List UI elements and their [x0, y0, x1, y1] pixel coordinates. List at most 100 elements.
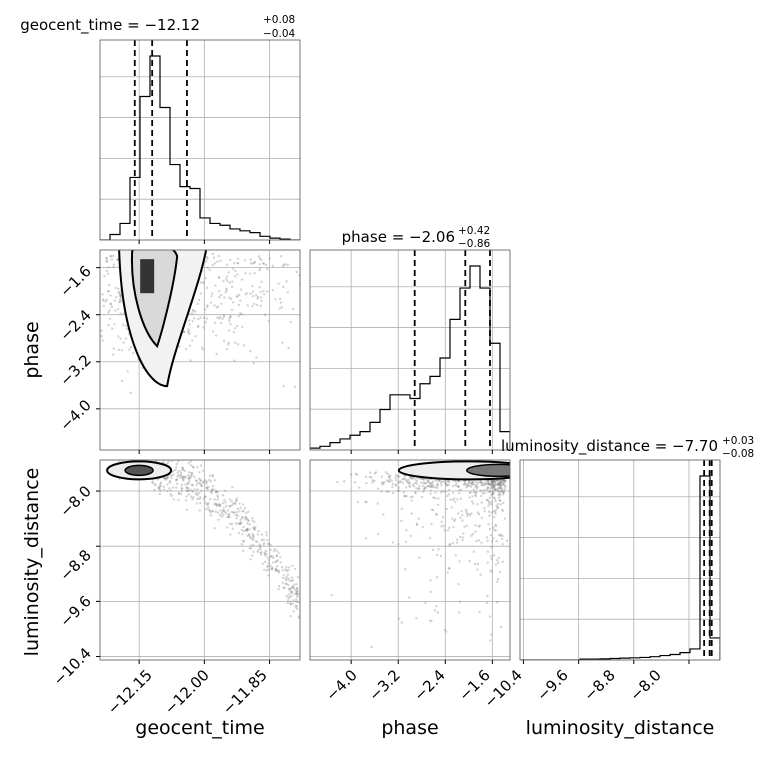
xlabel-phase: phase [381, 717, 438, 739]
sample-point [295, 587, 299, 590]
sample-point [436, 611, 440, 614]
sample-point [293, 567, 297, 571]
title-geocent-time-plus: +0.08 [263, 14, 295, 26]
sample-point [296, 595, 299, 599]
sample-point [184, 475, 187, 478]
sample-point [106, 272, 110, 276]
sample-point [191, 320, 194, 323]
sample-point [169, 489, 173, 492]
sample-point [119, 295, 122, 298]
sample-point [241, 325, 244, 329]
sample-point [254, 294, 258, 297]
sample-point [415, 482, 418, 485]
tick-label-ld-y-3: −10.4 [50, 644, 95, 689]
sample-point [293, 588, 297, 591]
sample-point [243, 259, 247, 262]
sample-point [418, 556, 421, 559]
sample-point [184, 499, 188, 502]
sample-point [266, 564, 269, 568]
sample-point [385, 490, 388, 493]
sample-point [499, 486, 502, 490]
sample-point [179, 473, 182, 476]
sample-point [131, 352, 135, 355]
sample-point [199, 501, 202, 505]
sample-point [253, 302, 256, 306]
sample-point [210, 491, 213, 495]
sample-point [164, 477, 167, 480]
sample-point [246, 304, 249, 307]
sample-point [412, 485, 416, 488]
sample-point [461, 536, 465, 539]
sample-point [388, 480, 391, 484]
sample-point [181, 476, 185, 479]
sample-point [285, 565, 288, 569]
sample-point [494, 499, 497, 503]
sample-point [429, 492, 432, 496]
sample-point [424, 485, 427, 489]
sample-point [447, 526, 451, 530]
sample-point [441, 516, 445, 519]
sample-point [451, 498, 455, 502]
sample-point [168, 480, 172, 483]
sample-point [258, 546, 262, 549]
sample-point [232, 502, 235, 505]
sample-point [277, 585, 281, 588]
sample-point [234, 275, 237, 278]
sample-point [282, 264, 285, 268]
sample-point [118, 298, 122, 301]
sample-point [424, 601, 427, 605]
sample-point [158, 488, 161, 491]
sample-point [424, 481, 428, 485]
sample-point [216, 260, 219, 263]
sample-point [481, 481, 484, 485]
sample-point [117, 290, 121, 294]
sample-point [256, 550, 259, 553]
sample-point [303, 304, 305, 306]
sample-point [497, 496, 501, 499]
sample-point [213, 527, 216, 530]
sample-point [358, 486, 361, 489]
sample-point [119, 337, 122, 340]
sample-point [483, 509, 486, 513]
sample-point [428, 536, 432, 540]
sample-point [412, 476, 415, 480]
sample-point [245, 292, 249, 295]
tick-label-phase-y-3: −4.0 [56, 396, 94, 434]
sample-point [279, 255, 283, 258]
panel-frame [99, 249, 301, 451]
sample-point [494, 510, 497, 513]
title-luminosity-distance: luminosity_distance = −7.70 [501, 437, 718, 456]
sample-point [110, 305, 114, 309]
sample-point [434, 491, 437, 494]
sample-point [495, 488, 499, 492]
sample-point [292, 586, 295, 589]
sample-point [163, 488, 166, 492]
sample-point [95, 262, 97, 264]
sample-point [434, 513, 438, 517]
sample-point [278, 307, 281, 310]
sample-point [193, 475, 196, 479]
sample-point [254, 539, 257, 543]
sample-point [286, 263, 289, 266]
sample-point [246, 522, 249, 525]
sample-point [241, 533, 244, 536]
sample-point [434, 479, 438, 482]
sample-point [112, 347, 116, 350]
sample-point [483, 491, 486, 495]
sample-point [233, 359, 236, 362]
sample-point [496, 506, 500, 510]
sample-point [447, 493, 451, 496]
sample-point [492, 479, 495, 483]
sample-point [177, 498, 180, 502]
title-phase: phase = −2.06 [342, 228, 455, 246]
sample-point [486, 539, 489, 543]
sample-point [210, 488, 214, 491]
sample-point [246, 518, 250, 522]
sample-point [404, 568, 407, 571]
sample-point [108, 283, 111, 287]
sample-point [211, 292, 214, 295]
sample-point [501, 509, 505, 512]
sample-point [218, 289, 221, 293]
sample-point [424, 487, 427, 490]
sample-point [236, 514, 239, 517]
